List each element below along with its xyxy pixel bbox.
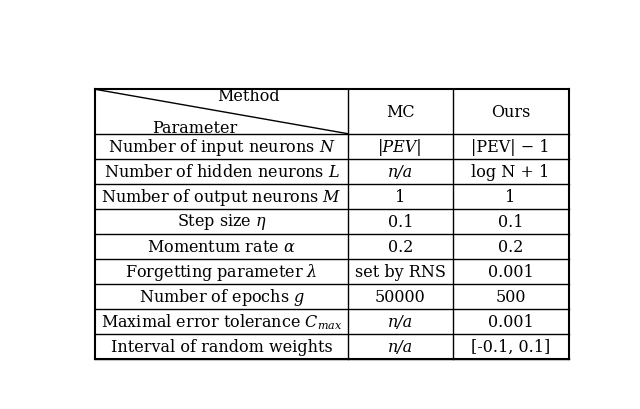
Text: n/a: n/a bbox=[388, 164, 413, 180]
Text: n/a: n/a bbox=[388, 313, 413, 330]
Text: Number of epochs $g$: Number of epochs $g$ bbox=[139, 286, 305, 307]
Text: 1: 1 bbox=[396, 189, 406, 205]
Text: |PEV|: |PEV| bbox=[378, 139, 422, 155]
Text: 0.1: 0.1 bbox=[498, 213, 524, 230]
Text: 0.1: 0.1 bbox=[388, 213, 413, 230]
Text: 0.2: 0.2 bbox=[388, 238, 413, 255]
Text: Ours: Ours bbox=[491, 104, 530, 121]
Text: Number of hidden neurons $L$: Number of hidden neurons $L$ bbox=[104, 164, 340, 180]
Text: 500: 500 bbox=[495, 288, 526, 305]
Text: [-0.1, 0.1]: [-0.1, 0.1] bbox=[471, 338, 550, 355]
Text: MC: MC bbox=[386, 104, 415, 121]
Text: Interval of random weights: Interval of random weights bbox=[111, 338, 332, 355]
Text: |PEV| − 1: |PEV| − 1 bbox=[471, 139, 550, 155]
Text: log N + 1: log N + 1 bbox=[472, 164, 550, 180]
Text: Parameter: Parameter bbox=[152, 119, 237, 137]
Text: Forgetting parameter $\lambda$: Forgetting parameter $\lambda$ bbox=[125, 261, 318, 282]
Text: 0.001: 0.001 bbox=[488, 313, 533, 330]
Text: Momentum rate $\alpha$: Momentum rate $\alpha$ bbox=[147, 238, 296, 255]
Text: Number of input neurons $N$: Number of input neurons $N$ bbox=[108, 137, 335, 157]
Text: 0.2: 0.2 bbox=[498, 238, 524, 255]
Text: Method: Method bbox=[218, 88, 280, 105]
Text: n/a: n/a bbox=[388, 338, 413, 355]
Text: Step size $\eta$: Step size $\eta$ bbox=[177, 212, 266, 232]
Text: set by RNS: set by RNS bbox=[355, 263, 446, 280]
Text: 0.001: 0.001 bbox=[488, 263, 533, 280]
Text: Number of output neurons $M$: Number of output neurons $M$ bbox=[101, 187, 342, 207]
Text: Maximal error tolerance $C_{max}$: Maximal error tolerance $C_{max}$ bbox=[101, 312, 342, 332]
Text: 1: 1 bbox=[506, 189, 516, 205]
Text: 50000: 50000 bbox=[375, 288, 426, 305]
